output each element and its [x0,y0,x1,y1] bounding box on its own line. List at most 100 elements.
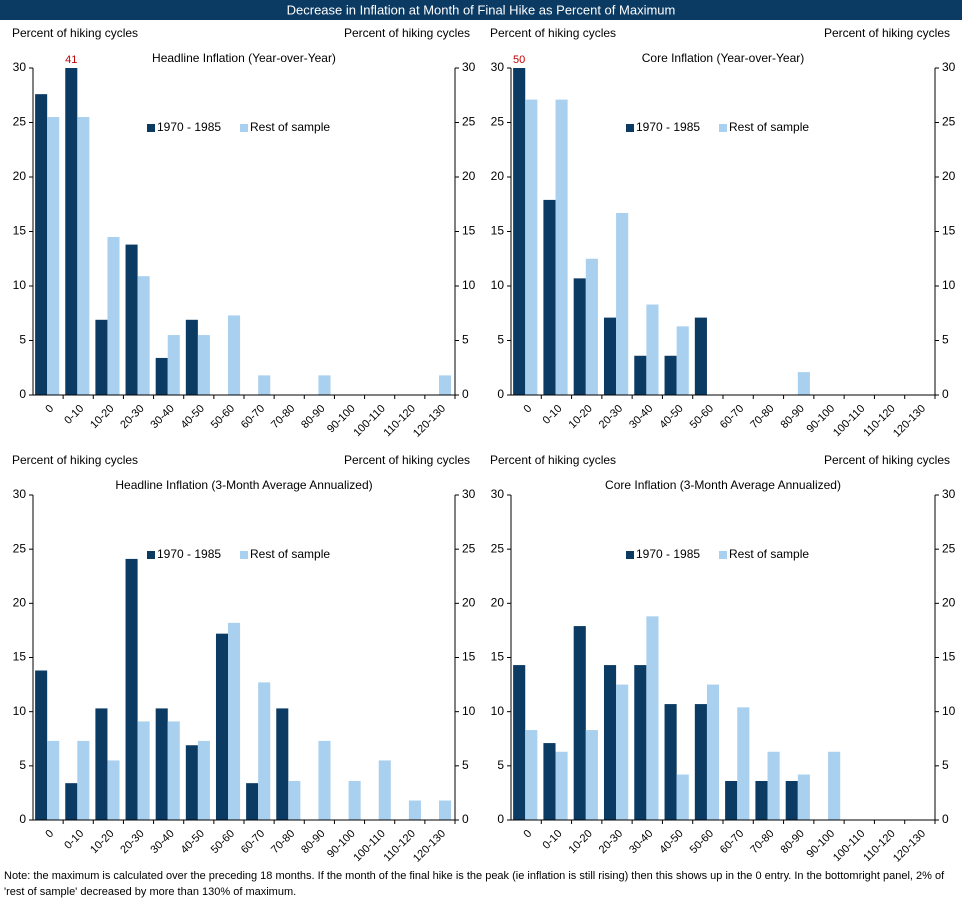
y-tick-label: 5 [19,333,26,347]
bar [585,730,598,820]
bar [125,244,138,395]
y-tick-label: 5 [19,758,26,772]
y2-tick-label: 0 [942,812,949,826]
bar [65,68,78,395]
bar [646,304,659,395]
x-tick-label: 0 [522,403,535,416]
x-tick-label: 30-40 [148,828,176,856]
chart-title: Headline Inflation (3-Month Average Annu… [115,478,372,492]
x-tick-label: 10-20 [88,403,116,431]
bar [258,682,271,820]
bar [664,704,677,820]
y2-tick-label: 30 [462,487,476,501]
bar [167,721,180,820]
bar [603,317,617,395]
bar [155,357,168,395]
plot [35,68,452,395]
bar [185,745,198,820]
y2-tick-label: 15 [462,224,476,238]
y-tick-label: 0 [497,387,504,401]
legend-label: Rest of sample [729,120,809,134]
y2-axis-label: Percent of hiking cycles [824,453,950,467]
y-tick-label: 20 [13,169,27,183]
y2-tick-label: 20 [462,169,476,183]
bar [555,99,568,395]
bar [634,355,647,395]
legend-swatch [147,551,155,559]
plot [35,558,452,820]
x-tick-label: 10-20 [567,403,595,431]
y2-tick-label: 0 [942,387,949,401]
y-tick-label: 25 [491,541,505,555]
x-tick-label: 20-30 [118,828,146,856]
legend-label: 1970 - 1985 [157,120,221,134]
y-tick-label: 20 [491,169,505,183]
x-tick-label: 80-90 [299,828,327,856]
bar [676,326,689,395]
chart: Decrease in Inflation at Month of Final … [0,0,962,865]
legend-label: Rest of sample [250,547,330,561]
bar [573,278,586,395]
y-axis-label: Percent of hiking cycles [12,26,138,40]
y-tick-label: 0 [19,812,26,826]
y-tick-label: 5 [497,333,504,347]
page-title: Decrease in Inflation at Month of Final … [287,2,676,17]
bar [107,760,120,820]
legend-swatch [719,551,727,559]
x-tick-label: 40-50 [179,828,207,856]
bar [95,708,108,820]
bar [513,68,526,395]
y-tick-label: 15 [13,224,27,238]
legend-label: 1970 - 1985 [636,120,700,134]
x-tick-label: 70-80 [269,828,297,856]
bar [634,665,647,820]
y-tick-label: 25 [13,541,27,555]
y2-tick-label: 25 [942,115,956,129]
y-tick-label: 0 [497,812,504,826]
chart-title: Core Inflation (Year-over-Year) [642,51,805,65]
x-tick-label: 120-130 [411,403,448,440]
y2-tick-label: 30 [942,487,956,501]
y2-tick-label: 15 [942,224,956,238]
legend-label: Rest of sample [729,547,809,561]
legend-label: 1970 - 1985 [157,547,221,561]
legend-label: 1970 - 1985 [636,547,700,561]
bar [767,751,780,820]
y2-tick-label: 20 [942,169,956,183]
value-label: 41 [65,54,77,66]
bar [737,707,750,820]
y2-tick-label: 5 [462,758,469,772]
legend-swatch [719,124,727,132]
y2-tick-label: 25 [462,115,476,129]
x-tick-label: 100-110 [831,403,867,439]
bar [573,626,586,820]
legend-swatch [240,551,248,559]
bar [616,212,629,395]
bar [348,781,361,820]
bar [439,375,452,395]
bar [408,800,421,820]
bar [288,781,301,820]
x-tick-label: 80-90 [779,828,807,856]
y-tick-label: 15 [491,224,505,238]
y-axis-label: Percent of hiking cycles [490,453,616,467]
y2-axis-label: Percent of hiking cycles [344,453,470,467]
y2-tick-label: 25 [942,541,956,555]
x-tick-label: 120-130 [411,828,448,865]
x-tick-label: 60-70 [239,828,267,856]
x-tick-label: 20-30 [597,828,625,856]
bar [95,319,108,395]
y2-tick-label: 20 [942,596,956,610]
y-tick-label: 15 [491,650,505,664]
chart-title: Headline Inflation (Year-over-Year) [152,51,336,65]
y2-axis-label: Percent of hiking cycles [824,26,950,40]
y2-tick-label: 0 [462,387,469,401]
x-tick-label: 70-80 [269,403,297,431]
bar [725,781,738,820]
y2-tick-label: 5 [942,758,949,772]
bar [137,276,150,395]
y2-tick-label: 10 [462,278,476,292]
x-tick-label: 50-60 [209,828,237,856]
bar [694,317,707,395]
plot [513,68,810,395]
